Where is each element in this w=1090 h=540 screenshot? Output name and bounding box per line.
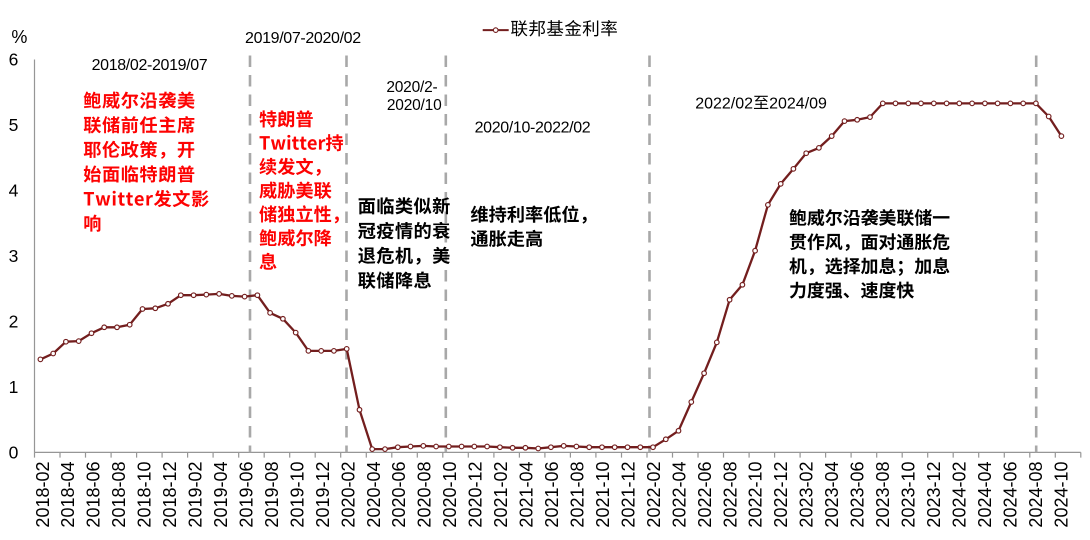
svg-text:2023-06: 2023-06 <box>848 462 868 528</box>
svg-text:2022-12: 2022-12 <box>771 462 791 528</box>
svg-text:2018-10: 2018-10 <box>135 462 155 528</box>
svg-text:2023-12: 2023-12 <box>924 462 944 528</box>
svg-text:2020-06: 2020-06 <box>389 462 409 528</box>
svg-text:2020-04: 2020-04 <box>364 462 384 528</box>
svg-text:2021-04: 2021-04 <box>517 462 537 528</box>
svg-text:2019-04: 2019-04 <box>211 462 231 528</box>
svg-text:4: 4 <box>9 181 19 201</box>
svg-text:2022-08: 2022-08 <box>720 462 740 528</box>
svg-text:2022-02: 2022-02 <box>644 462 664 528</box>
svg-text:2018-08: 2018-08 <box>109 462 129 528</box>
svg-text:2020/10: 2020/10 <box>387 97 442 114</box>
svg-text:2: 2 <box>9 312 19 332</box>
svg-text:2024-02: 2024-02 <box>950 462 970 528</box>
svg-text:2018-02: 2018-02 <box>33 462 53 528</box>
svg-text:2021-06: 2021-06 <box>542 462 562 528</box>
svg-text:2019-10: 2019-10 <box>287 462 307 528</box>
svg-text:2024-10: 2024-10 <box>1051 462 1071 528</box>
svg-text:2019-02: 2019-02 <box>186 462 206 528</box>
svg-text:2019-06: 2019-06 <box>237 462 257 528</box>
svg-text:2021-02: 2021-02 <box>491 462 511 528</box>
svg-text:1: 1 <box>9 377 19 397</box>
svg-text:2022-04: 2022-04 <box>669 462 689 528</box>
svg-text:2018/02-2019/07: 2018/02-2019/07 <box>92 57 208 74</box>
svg-text:2020/10-2022/02: 2020/10-2022/02 <box>475 119 591 136</box>
svg-text:2020/2-: 2020/2- <box>386 79 437 96</box>
svg-text:2024-08: 2024-08 <box>1026 462 1046 528</box>
svg-text:2022-10: 2022-10 <box>746 462 766 528</box>
svg-text:2021-10: 2021-10 <box>593 462 613 528</box>
svg-text:2023-08: 2023-08 <box>873 462 893 528</box>
svg-text:2022/02: 2022/02 <box>695 95 753 112</box>
svg-text:2019-12: 2019-12 <box>313 462 333 528</box>
svg-text:2020-02: 2020-02 <box>338 462 358 528</box>
svg-text:2018-06: 2018-06 <box>84 462 104 528</box>
svg-text:6: 6 <box>9 50 19 70</box>
svg-text:2024-04: 2024-04 <box>975 462 995 528</box>
svg-text:3: 3 <box>9 246 19 266</box>
svg-text:2023-10: 2023-10 <box>899 462 919 528</box>
svg-text:2024/09: 2024/09 <box>769 95 827 112</box>
svg-text:2021-08: 2021-08 <box>568 462 588 528</box>
svg-text:2024-06: 2024-06 <box>1000 462 1020 528</box>
svg-text:2020-10: 2020-10 <box>440 462 460 528</box>
svg-text:2021-12: 2021-12 <box>618 462 638 528</box>
svg-text:2018-04: 2018-04 <box>58 462 78 528</box>
svg-text:5: 5 <box>9 115 19 135</box>
svg-text:2023-04: 2023-04 <box>822 462 842 528</box>
svg-text:2020-12: 2020-12 <box>466 462 486 528</box>
svg-text:%: % <box>11 27 27 47</box>
svg-text:2018-12: 2018-12 <box>160 462 180 528</box>
svg-text:2019/07-2020/02: 2019/07-2020/02 <box>245 30 361 47</box>
svg-text:2023-02: 2023-02 <box>797 462 817 528</box>
svg-text:2022-06: 2022-06 <box>695 462 715 528</box>
svg-text:2020-08: 2020-08 <box>415 462 435 528</box>
svg-text:0: 0 <box>9 443 19 463</box>
svg-text:2019-08: 2019-08 <box>262 462 282 528</box>
